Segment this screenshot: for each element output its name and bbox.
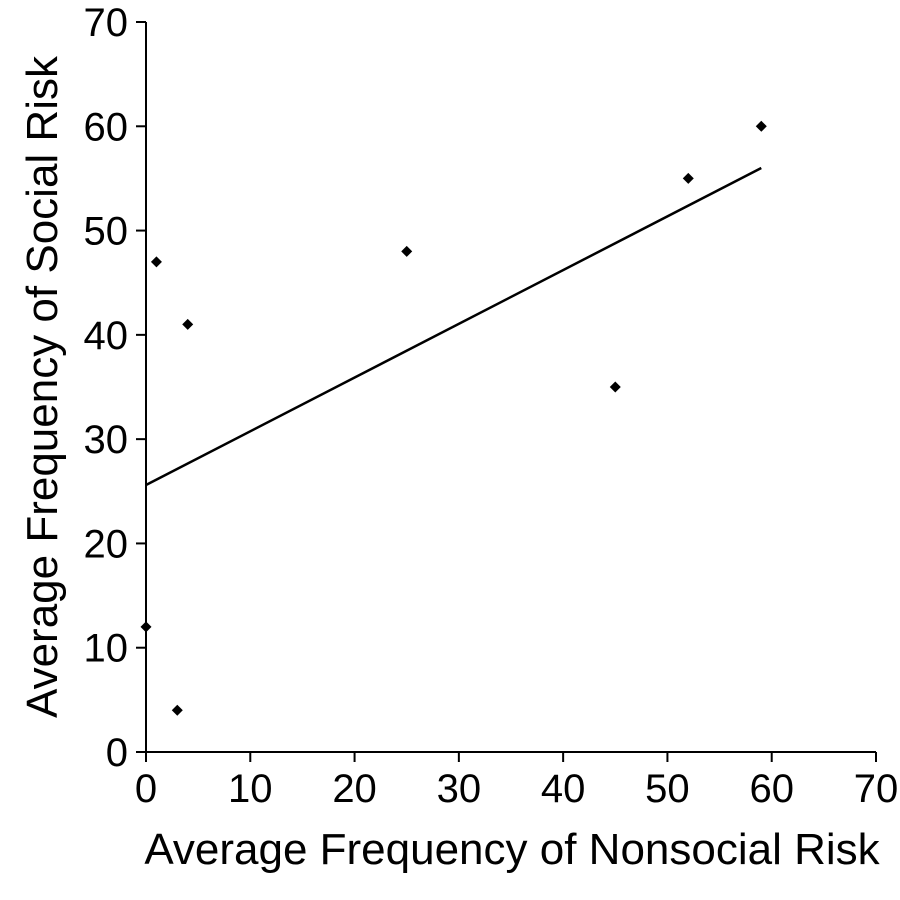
trend-line bbox=[145, 166, 762, 487]
data-points bbox=[140, 120, 767, 716]
x-tick-label: 60 bbox=[749, 767, 794, 811]
data-point bbox=[150, 256, 162, 268]
y-tick-label: 40 bbox=[84, 314, 129, 358]
x-tick-label: 30 bbox=[437, 767, 482, 811]
x-axis-title: Average Frequency of Nonsocial Risk bbox=[144, 825, 880, 874]
data-point bbox=[140, 621, 152, 633]
x-tick-label: 40 bbox=[541, 767, 586, 811]
y-tick-label: 10 bbox=[84, 627, 129, 671]
x-tick-label: 20 bbox=[332, 767, 377, 811]
data-point bbox=[171, 704, 183, 716]
x-tick-label: 10 bbox=[228, 767, 273, 811]
axes bbox=[145, 22, 876, 753]
y-axis-ticks: 0 10 20 30 40 50 60 70 bbox=[84, 1, 146, 775]
y-tick-label: 70 bbox=[84, 1, 129, 45]
x-tick-label: 50 bbox=[645, 767, 690, 811]
data-point bbox=[755, 120, 767, 132]
x-tick-label: 0 bbox=[135, 767, 157, 811]
data-point bbox=[182, 318, 194, 330]
y-tick-label: 60 bbox=[84, 105, 129, 149]
data-point bbox=[682, 172, 694, 184]
data-point bbox=[609, 381, 621, 393]
x-axis-ticks: 0 10 20 30 40 50 60 70 bbox=[135, 752, 898, 811]
y-axis-title: Average Frequency of Social Risk bbox=[18, 55, 67, 718]
y-tick-label: 30 bbox=[84, 418, 129, 462]
y-tick-label: 20 bbox=[84, 522, 129, 566]
data-point bbox=[401, 245, 413, 257]
x-tick-label: 70 bbox=[854, 767, 899, 811]
y-tick-label: 0 bbox=[106, 731, 128, 775]
y-tick-label: 50 bbox=[84, 210, 129, 254]
